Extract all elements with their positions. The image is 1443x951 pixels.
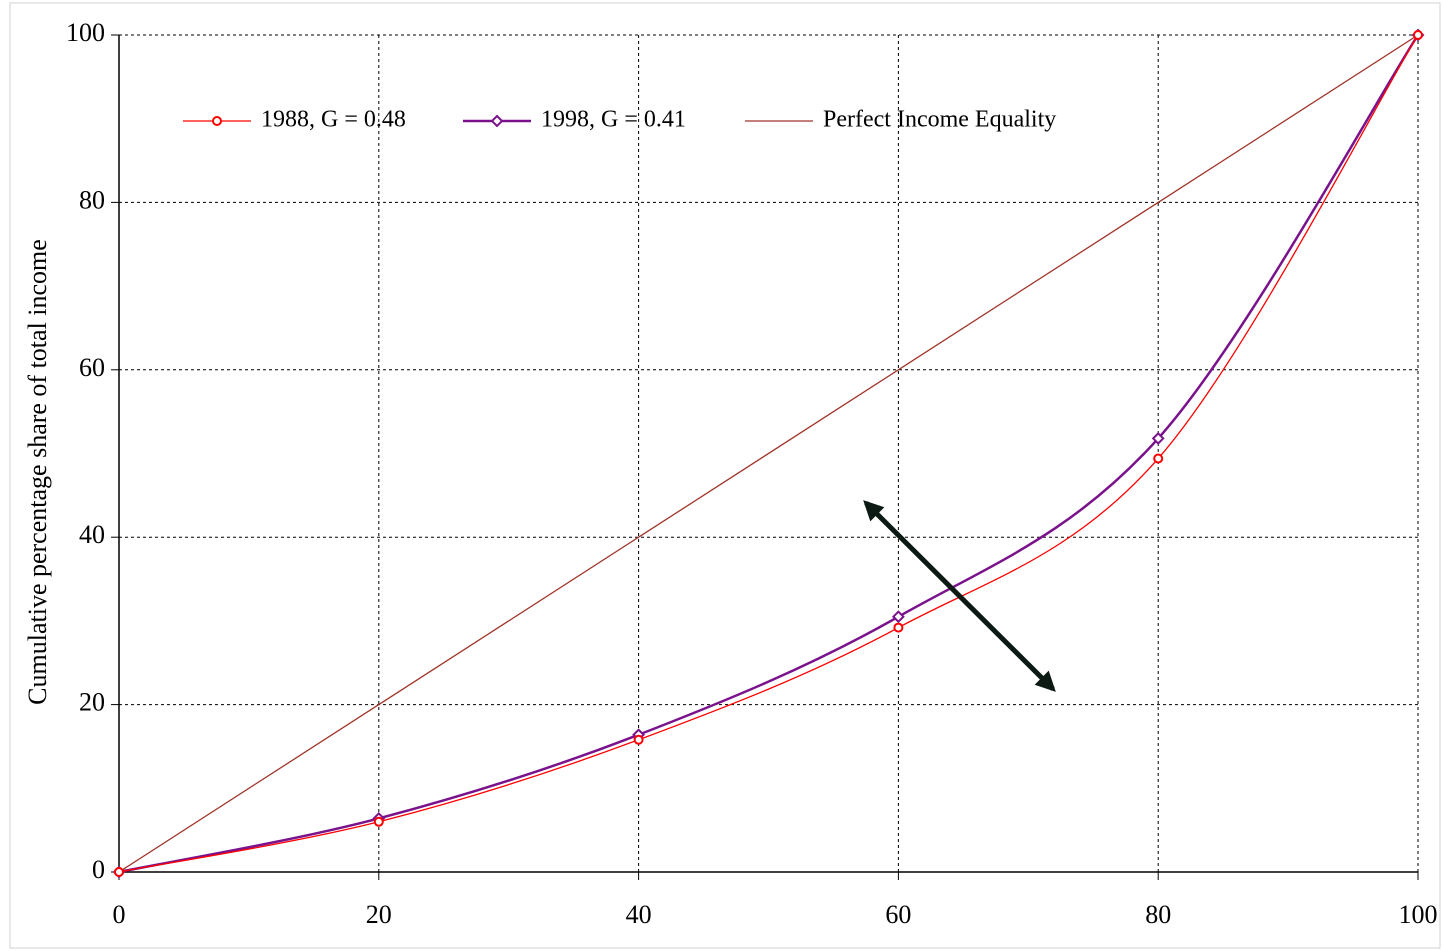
- series-line: [118, 34, 1420, 874]
- y-tick-label: 40: [79, 520, 105, 549]
- grid: [111, 34, 1419, 880]
- point: [891, 610, 905, 624]
- legend-label: Perfect Income Equality: [823, 107, 1056, 133]
- legend: 1988, G = 0.48 1998, G = 0.41 Perfect Inco…: [183, 107, 1056, 133]
- x-tick-label: 0: [113, 900, 126, 929]
- point: [1151, 432, 1165, 445]
- point: [114, 867, 124, 877]
- annotation-arrow: [863, 500, 1056, 692]
- y-tick-label: 0: [92, 855, 105, 884]
- legend-marker: [490, 114, 504, 128]
- point: [373, 816, 384, 827]
- plot: [112, 28, 1425, 879]
- legend-label: 1988, G = 0.48: [261, 107, 406, 133]
- point: [1153, 453, 1164, 464]
- x-tick-label: 80: [1145, 900, 1171, 929]
- x-tick-label: 40: [626, 900, 652, 929]
- y-tick-label: 80: [79, 185, 105, 214]
- y-tick-label: 60: [79, 353, 105, 382]
- y-tick-label: 20: [79, 688, 105, 717]
- x-tick-label: 60: [885, 900, 911, 929]
- y-axis-label: Cumulative percentage share of total inc…: [23, 239, 52, 705]
- frame: [9, 2, 1441, 949]
- x-tick-label: 20: [366, 900, 392, 929]
- point: [633, 734, 644, 745]
- point: [1413, 30, 1423, 40]
- series-line: [118, 34, 1419, 873]
- point: [893, 622, 904, 633]
- y-tick-label: 100: [66, 18, 105, 47]
- series-line: [118, 34, 1419, 873]
- legend-marker: [212, 116, 222, 126]
- legend-label: 1998, G = 0.41: [541, 107, 686, 133]
- x-tick-label: 100: [1399, 900, 1438, 929]
